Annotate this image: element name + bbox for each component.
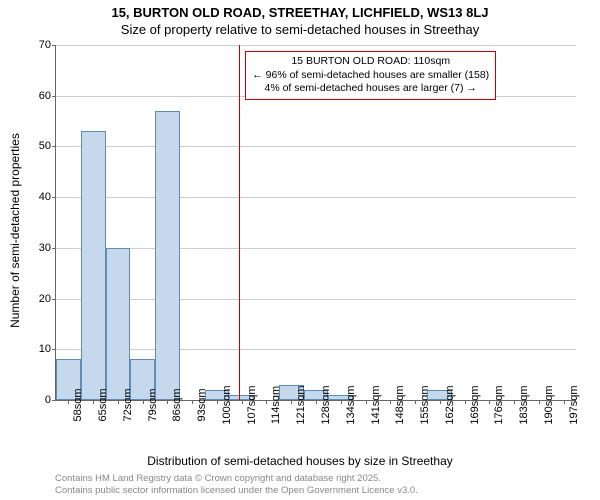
x-tick-mark (341, 400, 342, 404)
y-tick-label: 40 (39, 191, 51, 203)
x-tick-mark (489, 400, 490, 404)
gridline (56, 146, 576, 147)
y-tick-mark (52, 45, 56, 46)
x-tick-label: 162sqm (444, 385, 456, 424)
x-tick-label: 197sqm (568, 385, 580, 424)
x-tick-mark (192, 400, 193, 404)
x-tick-label: 100sqm (221, 385, 233, 424)
y-tick-mark (52, 146, 56, 147)
x-tick-mark (390, 400, 391, 404)
x-tick-label: 134sqm (345, 385, 357, 424)
y-tick-mark (52, 197, 56, 198)
footer-attribution: Contains HM Land Registry data © Crown c… (55, 473, 418, 497)
x-tick-mark (118, 400, 119, 404)
annotation-line2: ← 96% of semi-detached houses are smalle… (252, 69, 489, 83)
x-tick-mark (514, 400, 515, 404)
annotation-line1: 15 BURTON OLD ROAD: 110sqm (252, 55, 489, 69)
x-tick-mark (217, 400, 218, 404)
histogram-bar (155, 111, 180, 400)
x-tick-mark (316, 400, 317, 404)
x-tick-mark (465, 400, 466, 404)
x-tick-label: 107sqm (246, 385, 258, 424)
gridline (56, 299, 576, 300)
x-tick-mark (93, 400, 94, 404)
y-tick-mark (52, 248, 56, 249)
plot-area: 01020304050607058sqm65sqm72sqm79sqm86sqm… (55, 45, 576, 401)
histogram-bar (106, 248, 131, 400)
x-axis-label: Distribution of semi-detached houses by … (0, 454, 600, 468)
gridline (56, 197, 576, 198)
x-tick-label: 169sqm (469, 385, 481, 424)
x-tick-label: 86sqm (171, 388, 183, 421)
footer-line1: Contains HM Land Registry data © Crown c… (55, 473, 418, 485)
y-tick-label: 0 (45, 394, 51, 406)
y-tick-label: 50 (39, 140, 51, 152)
x-tick-label: 183sqm (518, 385, 530, 424)
chart-title-main: 15, BURTON OLD ROAD, STREETHAY, LICHFIEL… (0, 5, 600, 20)
x-tick-mark (415, 400, 416, 404)
x-tick-label: 176sqm (493, 385, 505, 424)
gridline (56, 45, 576, 46)
y-tick-label: 60 (39, 90, 51, 102)
y-tick-label: 70 (39, 39, 51, 51)
x-tick-mark (143, 400, 144, 404)
y-axis-label: Number of semi-detached properties (8, 133, 22, 328)
y-tick-label: 10 (39, 343, 51, 355)
chart-container: 15, BURTON OLD ROAD, STREETHAY, LICHFIEL… (0, 0, 600, 500)
y-tick-mark (52, 96, 56, 97)
y-tick-mark (52, 349, 56, 350)
x-tick-mark (266, 400, 267, 404)
gridline (56, 349, 576, 350)
marker-line (239, 45, 240, 400)
gridline (56, 248, 576, 249)
x-tick-mark (539, 400, 540, 404)
x-tick-mark (440, 400, 441, 404)
x-tick-mark (167, 400, 168, 404)
x-tick-label: 190sqm (543, 385, 555, 424)
y-tick-label: 20 (39, 293, 51, 305)
chart-title-sub: Size of property relative to semi-detach… (0, 22, 600, 37)
x-tick-mark (564, 400, 565, 404)
histogram-bar (81, 131, 106, 400)
footer-line2: Contains public sector information licen… (55, 485, 418, 497)
x-tick-label: 141sqm (370, 385, 382, 424)
x-tick-mark (291, 400, 292, 404)
y-tick-label: 30 (39, 242, 51, 254)
y-tick-mark (52, 400, 56, 401)
x-tick-mark (242, 400, 243, 404)
annotation-line3: 4% of semi-detached houses are larger (7… (252, 82, 489, 96)
x-tick-label: 148sqm (394, 385, 406, 424)
x-tick-label: 128sqm (320, 385, 332, 424)
x-tick-mark (68, 400, 69, 404)
annotation-box: 15 BURTON OLD ROAD: 110sqm← 96% of semi-… (245, 51, 496, 100)
x-tick-mark (366, 400, 367, 404)
y-tick-mark (52, 299, 56, 300)
